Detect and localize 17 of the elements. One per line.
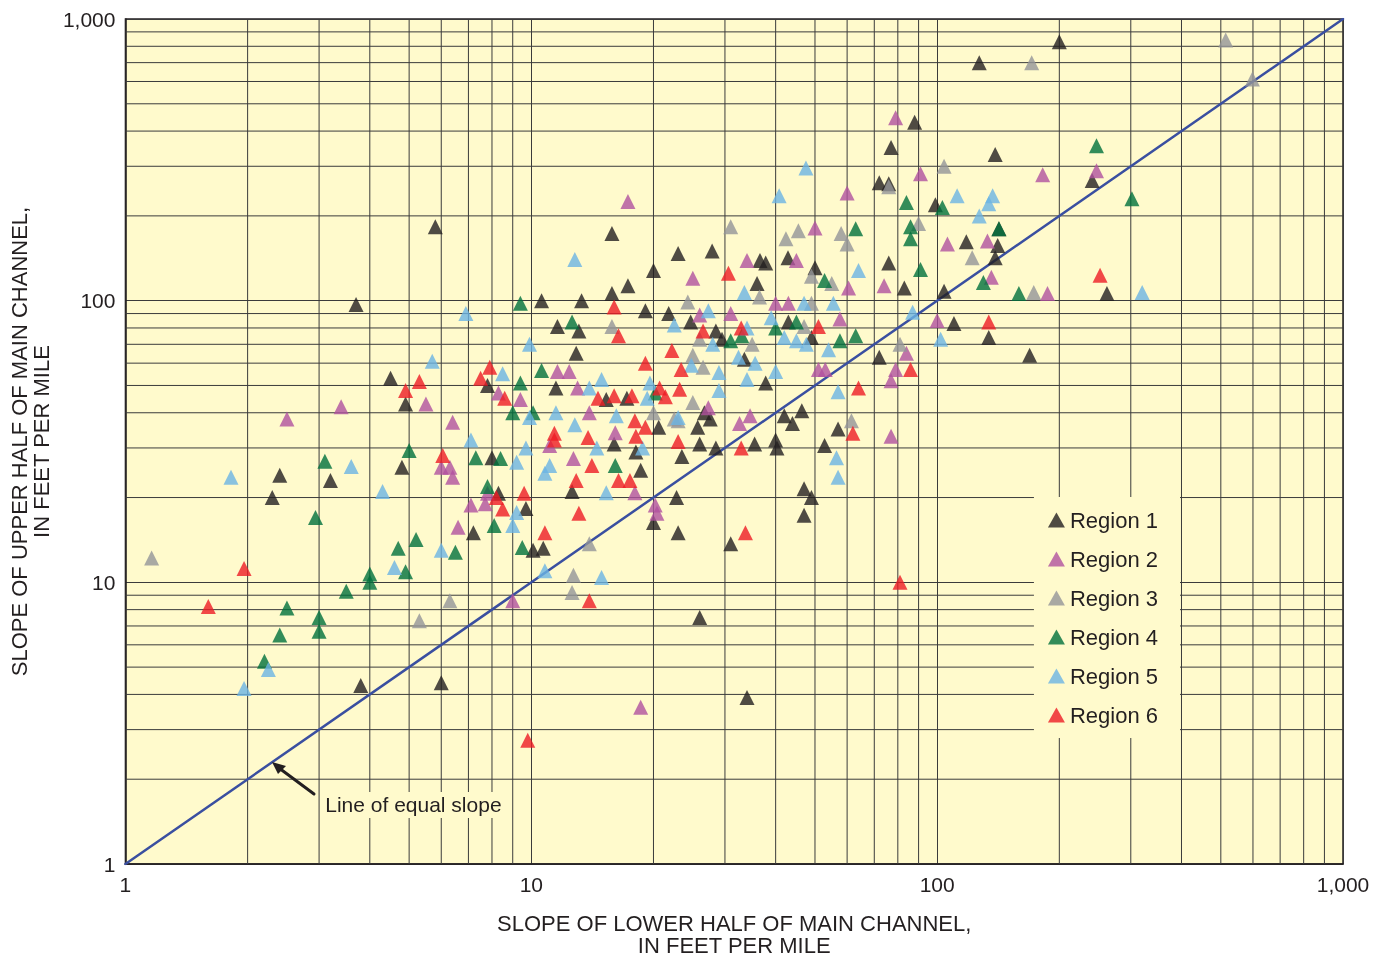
x-tick-label: 10 — [519, 873, 543, 896]
x-tick-label: 1,000 — [1316, 873, 1370, 896]
annotation: Line of equal slope — [322, 792, 505, 819]
y-tick-label: 10 — [92, 570, 116, 594]
y-tick-label: 1,000 — [62, 7, 116, 31]
legend-label: Region 5 — [1069, 663, 1159, 689]
legend-label: Region 2 — [1069, 546, 1159, 572]
y-tick-label: 1 — [103, 852, 116, 876]
legend-label: Region 4 — [1069, 624, 1159, 650]
x-axis-title: SLOPE OF LOWER HALF OF MAIN CHANNEL, IN FEET PER MILE — [497, 910, 972, 958]
legend-label: Region 6 — [1069, 702, 1159, 728]
x-tick-label: 100 — [919, 873, 955, 896]
legend-label: Region 1 — [1069, 507, 1159, 533]
legend-label: Region 3 — [1069, 585, 1159, 611]
x-tick-label: 1 — [119, 873, 132, 896]
y-axis-title: SLOPE OF UPPER HALF OF MAIN CHANNEL, IN FEET PER MILE — [6, 206, 54, 677]
y-tick-label: 100 — [80, 289, 116, 313]
